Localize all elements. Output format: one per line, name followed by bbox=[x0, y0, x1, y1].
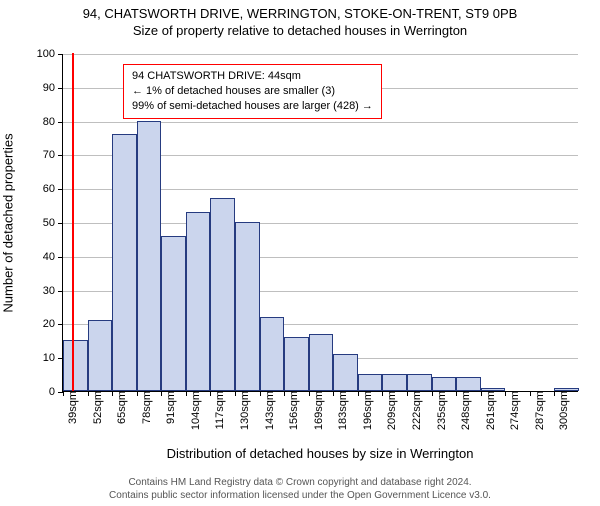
y-tick-label: 60 bbox=[43, 183, 63, 195]
x-tick-label: 104sqm bbox=[184, 391, 202, 430]
gridline bbox=[63, 54, 578, 55]
histogram-bar bbox=[235, 222, 260, 391]
x-tick-label: 91sqm bbox=[159, 391, 177, 424]
x-tick-label: 196sqm bbox=[356, 391, 374, 430]
histogram-bar bbox=[481, 388, 506, 391]
x-tick-label: 39sqm bbox=[61, 391, 79, 424]
histogram-bar bbox=[456, 377, 481, 391]
x-tick-label: 261sqm bbox=[479, 391, 497, 430]
y-tick-label: 30 bbox=[43, 285, 63, 297]
x-tick-label: 52sqm bbox=[86, 391, 104, 424]
annotation-line: ← 1% of detached houses are smaller (3) bbox=[132, 84, 373, 99]
x-tick-label: 169sqm bbox=[307, 391, 325, 430]
chart-title-line2: Size of property relative to detached ho… bbox=[0, 23, 600, 38]
footer-line2: Contains public sector information licen… bbox=[0, 490, 600, 503]
histogram-bar bbox=[112, 134, 137, 391]
annotation-line: 99% of semi-detached houses are larger (… bbox=[132, 99, 373, 114]
x-tick-label: 300sqm bbox=[552, 391, 570, 430]
histogram-bar bbox=[161, 236, 186, 391]
y-tick-label: 50 bbox=[43, 217, 63, 229]
histogram-bar bbox=[333, 354, 358, 391]
y-tick-label: 10 bbox=[43, 352, 63, 364]
x-tick-label: 235sqm bbox=[430, 391, 448, 430]
x-tick-label: 274sqm bbox=[503, 391, 521, 430]
x-tick-label: 222sqm bbox=[405, 391, 423, 430]
plot-area: 010203040506070809010039sqm52sqm65sqm78s… bbox=[62, 54, 578, 392]
x-tick-label: 65sqm bbox=[110, 391, 128, 424]
histogram-bar bbox=[63, 340, 88, 391]
y-tick-label: 90 bbox=[43, 82, 63, 94]
y-tick-label: 40 bbox=[43, 251, 63, 263]
histogram-bar bbox=[358, 374, 383, 391]
x-tick-label: 130sqm bbox=[233, 391, 251, 430]
y-axis-label: Number of detached properties bbox=[1, 133, 16, 312]
histogram-bar bbox=[88, 320, 113, 391]
x-tick-label: 117sqm bbox=[208, 391, 226, 429]
chart-title-line1: 94, CHATSWORTH DRIVE, WERRINGTON, STOKE-… bbox=[0, 6, 600, 21]
y-tick-label: 100 bbox=[37, 48, 63, 60]
x-axis-label: Distribution of detached houses by size … bbox=[62, 446, 578, 461]
x-tick-label: 248sqm bbox=[454, 391, 472, 430]
property-marker-line bbox=[72, 53, 74, 391]
histogram-bar bbox=[309, 334, 334, 391]
x-tick-label: 209sqm bbox=[380, 391, 398, 430]
histogram-bar bbox=[382, 374, 407, 391]
x-tick-label: 287sqm bbox=[528, 391, 546, 430]
x-tick-label: 183sqm bbox=[331, 391, 349, 430]
x-tick-label: 143sqm bbox=[258, 391, 276, 430]
histogram-bar bbox=[432, 377, 457, 391]
footer-attribution: Contains HM Land Registry data © Crown c… bbox=[0, 477, 600, 502]
x-tick-label: 156sqm bbox=[282, 391, 300, 430]
annotation-line: 94 CHATSWORTH DRIVE: 44sqm bbox=[132, 69, 373, 84]
histogram-bar bbox=[554, 388, 579, 391]
y-tick-label: 70 bbox=[43, 149, 63, 161]
annotation-box: 94 CHATSWORTH DRIVE: 44sqm← 1% of detach… bbox=[123, 64, 382, 119]
histogram-bar bbox=[186, 212, 211, 391]
histogram-bar bbox=[210, 198, 235, 391]
x-tick-label: 78sqm bbox=[135, 391, 153, 424]
y-tick-label: 20 bbox=[43, 318, 63, 330]
histogram-bar bbox=[284, 337, 309, 391]
histogram-bar bbox=[260, 317, 285, 391]
histogram-bar bbox=[407, 374, 432, 391]
footer-line1: Contains HM Land Registry data © Crown c… bbox=[0, 477, 600, 490]
histogram-bar bbox=[137, 121, 162, 391]
y-tick-label: 80 bbox=[43, 116, 63, 128]
